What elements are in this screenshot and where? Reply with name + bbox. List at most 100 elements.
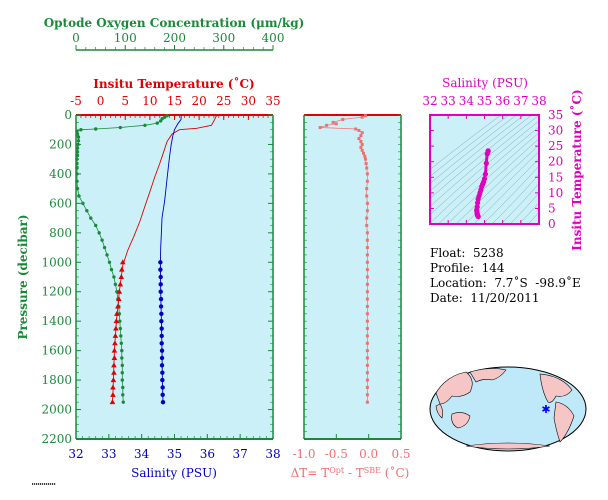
ts-temperature-title: Insitu Temperature (˚C) bbox=[569, 89, 584, 250]
ts-x-tick-label: 36 bbox=[495, 94, 510, 108]
density-contour-line bbox=[482, 165, 539, 224]
oxygen-axis: 0 100 200 300 400 bbox=[72, 31, 285, 51]
delta-t-point bbox=[365, 216, 369, 220]
oxygen-tick-label: 400 bbox=[262, 31, 285, 45]
oxygen-point bbox=[119, 334, 123, 338]
temperature-tick-label: 35 bbox=[265, 94, 280, 108]
delta-t-panel-background bbox=[304, 115, 401, 439]
delta-t-axis-title: ΔT= TOpt - TSBE (˚C) bbox=[291, 465, 410, 480]
salinity-tick-label: 33 bbox=[101, 447, 116, 461]
oxygen-point bbox=[143, 123, 147, 128]
salinity-point bbox=[159, 333, 164, 339]
delta-t-point bbox=[365, 201, 369, 205]
map-landmass-asia bbox=[435, 371, 473, 405]
delta-t-axis: -1.0 -0.5 0.0 0.5 bbox=[292, 114, 411, 461]
delta-t-point bbox=[359, 134, 363, 138]
temperature-point bbox=[110, 391, 116, 397]
delta-t-point bbox=[365, 304, 369, 308]
delta-t-point bbox=[365, 246, 369, 250]
temperature-point bbox=[113, 318, 120, 324]
oxygen-point bbox=[119, 341, 124, 345]
salinity-point bbox=[158, 260, 163, 265]
salinity-point bbox=[160, 377, 165, 383]
map-landmass-africa bbox=[435, 403, 443, 419]
delta-t-point bbox=[365, 223, 369, 227]
delta-t-point bbox=[365, 334, 369, 338]
density-contour-line bbox=[527, 211, 539, 224]
salinity-point bbox=[160, 385, 165, 390]
pressure-tick-label: 1600 bbox=[41, 344, 72, 358]
temperature-point bbox=[110, 377, 117, 383]
salinity-tick-label: 32 bbox=[68, 447, 83, 461]
oxygen-point bbox=[120, 356, 124, 360]
salinity-point bbox=[158, 296, 164, 302]
oxygen-point bbox=[100, 238, 104, 242]
delta-t-point bbox=[361, 151, 365, 155]
oxygen-point bbox=[75, 172, 79, 176]
ts-x-tick-label: 38 bbox=[531, 94, 546, 108]
temperature-point bbox=[112, 332, 119, 338]
delta-t-point bbox=[365, 275, 369, 279]
ts-y-tick-label: 25 bbox=[548, 139, 563, 153]
temperature-axis: -5 0 5 10 15 20 25 30 35 bbox=[70, 94, 281, 120]
oxygen-point bbox=[76, 142, 80, 147]
oxygen-tick-label: 100 bbox=[114, 31, 137, 45]
delta-t-point bbox=[360, 115, 364, 119]
oxygen-point bbox=[162, 115, 167, 119]
temperature-point bbox=[111, 355, 118, 360]
delta-t-point bbox=[365, 356, 369, 360]
delta-t-point bbox=[363, 154, 367, 158]
oxygen-point bbox=[75, 166, 79, 170]
salinity-point bbox=[159, 318, 164, 324]
map-landmass-north bbox=[469, 368, 507, 383]
delta-t-title-part3: (˚C) bbox=[381, 465, 409, 480]
oxygen-point bbox=[118, 125, 123, 130]
ts-y-tick-label: 30 bbox=[548, 124, 563, 138]
temperature-point bbox=[118, 274, 125, 279]
salinity-point bbox=[159, 311, 164, 317]
delta-t-point bbox=[365, 260, 369, 264]
oxygen-point bbox=[94, 223, 98, 228]
delta-t-point bbox=[363, 157, 367, 161]
oxygen-point bbox=[118, 319, 122, 323]
delta-t-point bbox=[365, 253, 369, 257]
delta-t-point bbox=[365, 327, 369, 331]
ts-y-tick-label: 20 bbox=[548, 155, 563, 169]
delta-t-point bbox=[365, 209, 369, 213]
delta-t-tick-label: -1.0 bbox=[292, 447, 315, 461]
temperature-point bbox=[116, 296, 122, 302]
density-contour-line bbox=[430, 115, 539, 207]
float-info: Float: 5238 Profile: 144 Location: 7.7˚S… bbox=[430, 246, 581, 306]
oxygen-point bbox=[76, 135, 81, 139]
delta-t-point bbox=[365, 238, 369, 242]
salinity-point bbox=[158, 304, 164, 309]
ts-x-tick-label: 34 bbox=[459, 94, 475, 108]
temperature-point bbox=[115, 303, 121, 309]
pressure-tick-label: 1000 bbox=[41, 255, 72, 269]
delta-t-point bbox=[365, 179, 369, 183]
map-landmass-north-america bbox=[539, 373, 573, 403]
temperature-point bbox=[112, 340, 118, 346]
temperature-point bbox=[111, 347, 118, 353]
oxygen-point bbox=[105, 253, 109, 257]
oxygen-point bbox=[76, 139, 81, 143]
density-contour-line bbox=[430, 115, 502, 170]
delta-t-point bbox=[365, 385, 369, 389]
profile-number: Profile: 144 bbox=[430, 261, 505, 275]
pressure-tick-label: 800 bbox=[49, 226, 72, 240]
oxygen-point bbox=[77, 194, 81, 198]
delta-t-point bbox=[365, 297, 369, 301]
oxygen-point bbox=[159, 119, 163, 123]
delta-t-point bbox=[331, 120, 335, 124]
pressure-tick-label: 600 bbox=[49, 196, 72, 210]
temperature-point bbox=[109, 399, 116, 405]
pressure-tick-label: 2000 bbox=[41, 403, 72, 417]
oxygen-point bbox=[79, 128, 83, 132]
delta-t-point bbox=[365, 172, 369, 176]
ts-x-tick-label: 32 bbox=[422, 94, 437, 108]
pressure-tick-label: 1200 bbox=[41, 285, 72, 299]
pressure-axis: 0 200 400 600 800 1000 1200 1400 1600 1800 2000 220… bbox=[41, 108, 274, 446]
oxygen-point bbox=[94, 127, 98, 131]
density-contour-line bbox=[464, 151, 539, 224]
